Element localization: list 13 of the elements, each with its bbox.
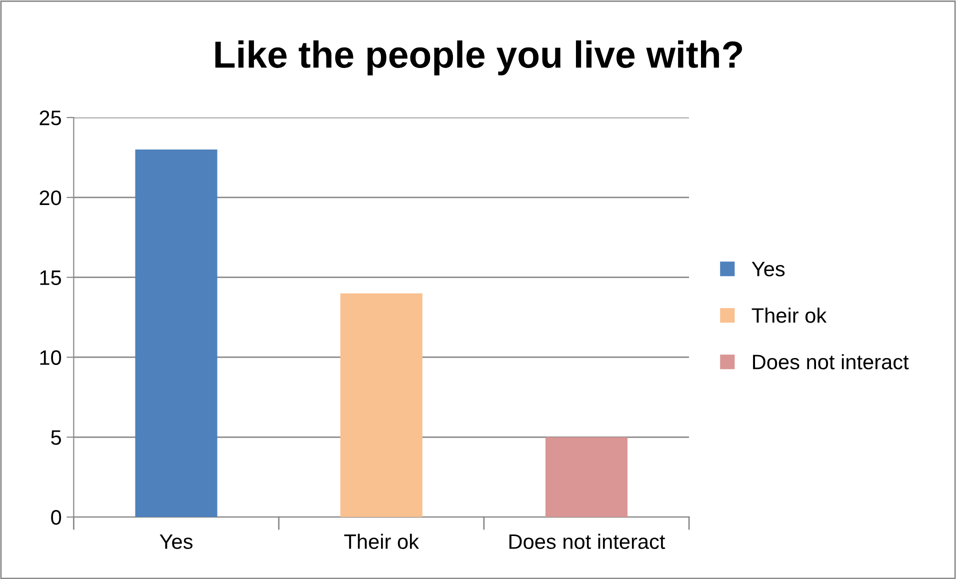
y-tick-label: 20	[40, 190, 62, 206]
y-tick-label: 25	[40, 110, 62, 126]
y-tick-label: 15	[40, 270, 62, 286]
legend-label: Their ok	[752, 308, 827, 323]
x-tick-label: Does not interact	[509, 534, 666, 550]
x-tick-label: Their ok	[344, 534, 420, 550]
x-tick-label: Yes	[160, 534, 192, 550]
legend-label: Does not interact	[753, 354, 909, 370]
y-tick-label: 5	[51, 430, 62, 445]
legend-label: Yes	[752, 262, 785, 276]
chart-title: Like the people you live with?	[215, 40, 742, 76]
y-tick-label: 10	[40, 350, 62, 365]
y-tick-label: 0	[51, 510, 62, 525]
